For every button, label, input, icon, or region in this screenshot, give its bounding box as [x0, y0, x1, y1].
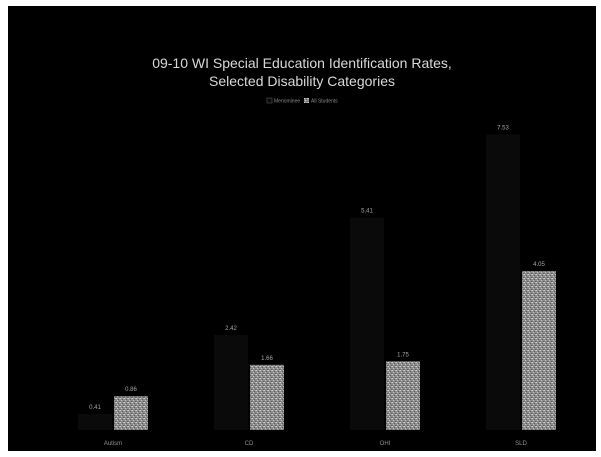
- chart-legend: Menominee All Students: [266, 97, 338, 105]
- data-label-all-students-sld: 4.05: [533, 262, 545, 268]
- data-label-all-students-cd: 1.66: [261, 356, 273, 362]
- x-tick-label-autism: Autism: [104, 441, 122, 447]
- bar-all-students-ohi: [386, 361, 420, 430]
- bar-chart: 09-10 WI Special Education Identificatio…: [78, 55, 556, 447]
- bar-all-students-sld: [522, 271, 556, 430]
- legend-label-menominee: Menominee: [274, 99, 300, 105]
- bar-menominee-autism: [78, 413, 112, 430]
- x-tick-label-sld: SLD: [515, 441, 527, 447]
- data-label-menominee-autism: 0.41: [89, 405, 101, 411]
- plot-area: 0.41 0.86 Autism 2.42 1.66 CD 5.41 1.75 OHI 7.53 4…: [78, 125, 556, 447]
- data-label-menominee-cd: 2.42: [225, 326, 237, 332]
- data-label-menominee-sld: 7.53: [497, 125, 509, 131]
- legend-swatch-all-students: [304, 98, 309, 103]
- x-tick-label-ohi: OHI: [380, 441, 391, 447]
- bar-all-students-autism: [114, 396, 148, 430]
- bar-menominee-ohi: [350, 217, 384, 430]
- chart-frame: 09-10 WI Special Education Identificatio…: [8, 6, 596, 451]
- legend-label-all-students: All Students: [311, 99, 338, 105]
- data-label-all-students-ohi: 1.75: [397, 352, 409, 358]
- legend-swatch-menominee: [266, 97, 273, 104]
- bar-menominee-cd: [214, 335, 248, 430]
- data-label-menominee-ohi: 5.41: [361, 209, 373, 215]
- bar-all-students-cd: [250, 364, 284, 430]
- x-tick-label-cd: CD: [245, 441, 254, 447]
- bar-menominee-sld: [486, 134, 520, 430]
- chart-title-line-1: 09-10 WI Special Education Identificatio…: [152, 55, 452, 71]
- chart-title-line-2: Selected Disability Categories: [209, 73, 395, 89]
- data-label-all-students-autism: 0.86: [125, 387, 137, 393]
